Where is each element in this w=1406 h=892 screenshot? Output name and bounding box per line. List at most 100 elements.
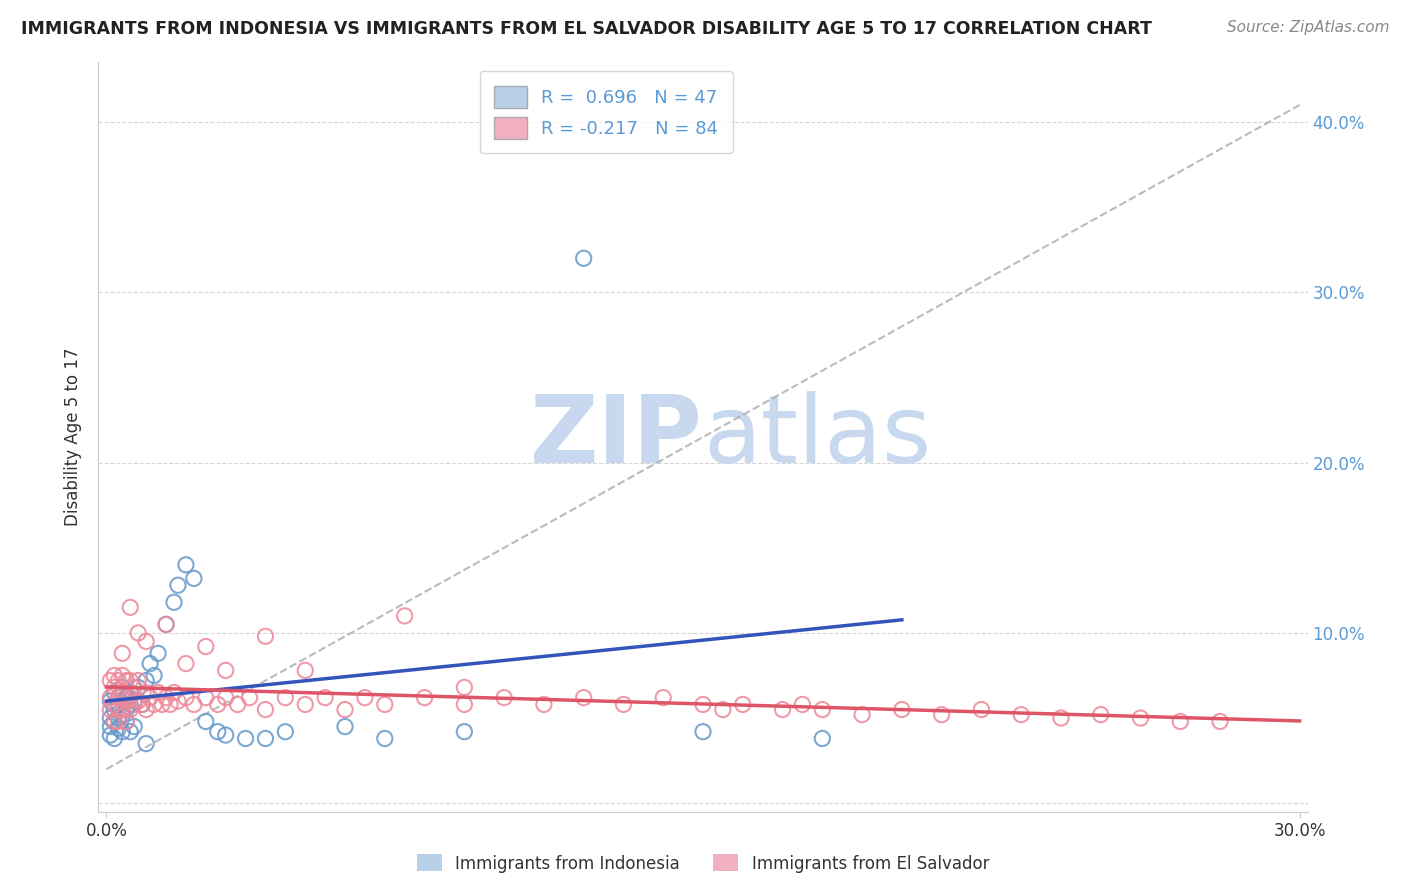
Point bbox=[183, 571, 205, 585]
Point bbox=[115, 694, 138, 708]
Point bbox=[98, 711, 121, 725]
Point bbox=[127, 673, 149, 688]
Point bbox=[135, 702, 157, 716]
Point bbox=[970, 702, 993, 716]
Point bbox=[235, 731, 257, 746]
Point bbox=[120, 690, 142, 705]
Point bbox=[103, 702, 125, 716]
Point bbox=[294, 664, 316, 678]
Point bbox=[692, 724, 714, 739]
Point bbox=[333, 720, 356, 734]
Point bbox=[120, 673, 142, 688]
Point bbox=[111, 724, 134, 739]
Point bbox=[453, 698, 475, 712]
Point bbox=[1129, 711, 1152, 725]
Point bbox=[226, 698, 249, 712]
Point bbox=[122, 681, 145, 695]
Point bbox=[98, 673, 121, 688]
Point bbox=[131, 698, 153, 712]
Point bbox=[413, 690, 436, 705]
Point bbox=[127, 694, 149, 708]
Point bbox=[135, 673, 157, 688]
Point bbox=[731, 698, 754, 712]
Point bbox=[572, 690, 595, 705]
Text: atlas: atlas bbox=[703, 391, 931, 483]
Point bbox=[107, 714, 129, 729]
Point bbox=[1050, 711, 1073, 725]
Point bbox=[453, 724, 475, 739]
Point bbox=[354, 690, 377, 705]
Point bbox=[163, 685, 186, 699]
Point bbox=[254, 731, 277, 746]
Point bbox=[131, 698, 153, 712]
Point bbox=[115, 702, 138, 716]
Point bbox=[120, 702, 142, 716]
Point bbox=[122, 698, 145, 712]
Point bbox=[98, 728, 121, 742]
Point bbox=[143, 698, 166, 712]
Point bbox=[98, 694, 121, 708]
Point bbox=[115, 690, 138, 705]
Point bbox=[772, 702, 794, 716]
Point bbox=[111, 685, 134, 699]
Point bbox=[120, 600, 142, 615]
Y-axis label: Disability Age 5 to 17: Disability Age 5 to 17 bbox=[65, 348, 83, 526]
Point bbox=[111, 668, 134, 682]
Point bbox=[122, 694, 145, 708]
Point bbox=[103, 681, 125, 695]
Point bbox=[127, 681, 149, 695]
Point bbox=[98, 702, 121, 716]
Point bbox=[612, 698, 634, 712]
Point bbox=[115, 673, 138, 688]
Point bbox=[107, 690, 129, 705]
Point bbox=[207, 698, 229, 712]
Point bbox=[103, 685, 125, 699]
Point bbox=[103, 698, 125, 712]
Point bbox=[274, 724, 297, 739]
Point bbox=[572, 252, 595, 266]
Point bbox=[103, 668, 125, 682]
Point bbox=[107, 711, 129, 725]
Point bbox=[274, 690, 297, 705]
Point bbox=[146, 685, 169, 699]
Point bbox=[139, 690, 162, 705]
Point bbox=[174, 690, 197, 705]
Point bbox=[115, 714, 138, 729]
Point bbox=[215, 728, 238, 742]
Point bbox=[155, 617, 177, 632]
Point bbox=[127, 626, 149, 640]
Point bbox=[811, 731, 834, 746]
Point bbox=[215, 664, 238, 678]
Point bbox=[146, 646, 169, 660]
Point bbox=[239, 690, 262, 705]
Point bbox=[374, 731, 396, 746]
Point bbox=[120, 685, 142, 699]
Point bbox=[98, 720, 121, 734]
Point bbox=[107, 673, 129, 688]
Text: Source: ZipAtlas.com: Source: ZipAtlas.com bbox=[1226, 20, 1389, 35]
Point bbox=[207, 724, 229, 739]
Point bbox=[294, 698, 316, 712]
Point bbox=[314, 690, 336, 705]
Text: ZIP: ZIP bbox=[530, 391, 703, 483]
Point bbox=[254, 702, 277, 716]
Text: IMMIGRANTS FROM INDONESIA VS IMMIGRANTS FROM EL SALVADOR DISABILITY AGE 5 TO 17 : IMMIGRANTS FROM INDONESIA VS IMMIGRANTS … bbox=[21, 20, 1152, 37]
Point bbox=[1090, 707, 1112, 722]
Point bbox=[103, 714, 125, 729]
Point bbox=[135, 685, 157, 699]
Point bbox=[139, 657, 162, 671]
Point bbox=[494, 690, 516, 705]
Point bbox=[107, 690, 129, 705]
Point bbox=[174, 657, 197, 671]
Point bbox=[135, 737, 157, 751]
Point bbox=[111, 646, 134, 660]
Point bbox=[890, 702, 912, 716]
Point bbox=[254, 629, 277, 643]
Point bbox=[107, 721, 129, 735]
Point bbox=[792, 698, 814, 712]
Point bbox=[1168, 714, 1191, 729]
Point bbox=[111, 702, 134, 716]
Point bbox=[155, 690, 177, 705]
Point bbox=[120, 724, 142, 739]
Point bbox=[120, 698, 142, 712]
